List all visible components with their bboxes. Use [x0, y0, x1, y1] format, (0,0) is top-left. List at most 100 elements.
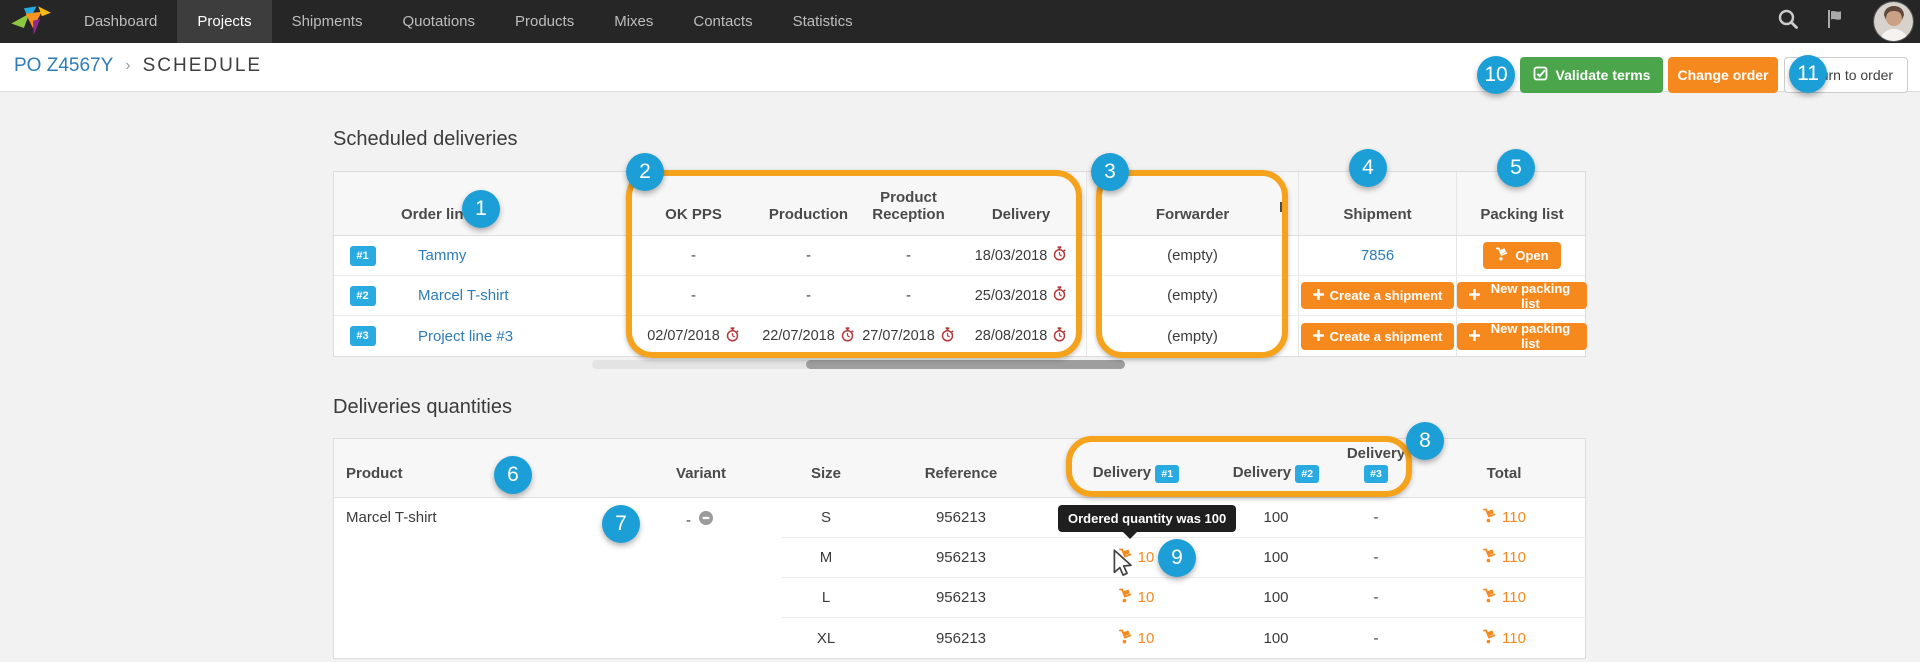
total-quantity: 110 — [1482, 508, 1526, 527]
open-packing-list-label: Open — [1515, 248, 1548, 263]
new-packing-list-button[interactable]: New packing list — [1457, 323, 1587, 350]
scheduled-deliveries-title: Scheduled deliveries — [333, 128, 518, 151]
table-row: #2 Marcel T-shirt - - - 25/03/2018 (empt… — [334, 276, 1585, 316]
order-line-number-tag: #1 — [334, 246, 391, 266]
nav-item-shipments[interactable]: Shipments — [272, 0, 383, 43]
user-avatar[interactable] — [1873, 1, 1914, 42]
nav-item-products[interactable]: Products — [495, 0, 594, 43]
product-cell: Marcel T-shirt - — [334, 498, 781, 658]
hand-truck-icon — [1118, 629, 1133, 648]
order-line-link[interactable]: Project line #3 — [418, 328, 513, 345]
flag-icon[interactable] — [1825, 8, 1847, 35]
col-spacer — [334, 223, 391, 235]
reference-value: 956213 — [871, 589, 1051, 606]
nav-item-dashboard[interactable]: Dashboard — [64, 0, 177, 43]
col-header-production: Production — [756, 206, 861, 235]
annotation-badge-2: 2 — [626, 153, 664, 191]
production-value: - — [756, 247, 861, 264]
app-logo[interactable] — [0, 0, 64, 43]
delivery-date: 18/03/2018 — [975, 246, 1068, 265]
alarm-clock-icon — [725, 327, 740, 346]
nav-item-statistics[interactable]: Statistics — [773, 0, 873, 43]
check-square-icon — [1533, 66, 1548, 84]
col-header-total: Total — [1421, 465, 1587, 497]
delivery-3-quantity: - — [1331, 549, 1421, 566]
col-header-size: Size — [781, 465, 871, 497]
size-value: XL — [781, 630, 871, 647]
open-packing-list-button[interactable]: Open — [1483, 242, 1560, 269]
col-header-product-reception: Product Reception — [861, 189, 956, 236]
alarm-clock-icon — [1052, 327, 1067, 346]
delivery-2-quantity: 100 — [1221, 549, 1331, 566]
create-shipment-label: Create a shipment — [1330, 288, 1443, 303]
mouse-cursor — [1108, 549, 1138, 586]
horizontal-scrollbar-thumb[interactable] — [806, 360, 1125, 369]
tooltip-arrow — [1122, 531, 1138, 539]
col-header-delivery-1: Delivery #1 — [1051, 464, 1221, 497]
reference-value: 956213 — [871, 509, 1051, 526]
plus-icon — [1313, 288, 1324, 303]
breadcrumb-po-link[interactable]: PO Z4567Y — [14, 55, 113, 77]
order-line-link[interactable]: Tammy — [418, 247, 466, 264]
ok-pps-date: 02/07/2018 — [647, 327, 740, 346]
scheduled-table-header: Order line OK PPS Production Product Rec… — [334, 172, 1585, 236]
delivery-3-quantity: - — [1331, 630, 1421, 647]
breadcrumb: PO Z4567Y › SCHEDULE — [14, 55, 262, 77]
col-header-product: Product — [334, 465, 621, 497]
annotation-badge-1: 1 — [462, 190, 500, 228]
nav-item-quotations[interactable]: Quotations — [382, 0, 495, 43]
quantity-row: L 956213 10 100 - 110 — [781, 578, 1587, 618]
annotation-badge-9: 9 — [1158, 539, 1196, 577]
annotation-badge-6: 6 — [494, 456, 532, 494]
ok-pps-value: - — [631, 247, 756, 264]
search-icon[interactable] — [1777, 8, 1799, 35]
col-header-delivery-3: Delivery#3 — [1331, 445, 1421, 497]
create-shipment-label: Create a shipment — [1330, 329, 1443, 344]
hand-truck-icon — [1482, 629, 1497, 648]
total-quantity: 110 — [1482, 629, 1526, 648]
nav-item-contacts[interactable]: Contacts — [673, 0, 772, 43]
new-packing-list-button[interactable]: New packing list — [1457, 282, 1587, 309]
total-quantity: 110 — [1482, 548, 1526, 567]
size-value: S — [781, 509, 871, 526]
order-line-link[interactable]: Marcel T-shirt — [418, 287, 509, 304]
annotation-badge-8: 8 — [1406, 422, 1444, 460]
validate-terms-button[interactable]: Validate terms — [1520, 57, 1663, 93]
col-header-delivery-2: Delivery #2 — [1221, 464, 1331, 497]
delivery-1-quantity: 10 — [1118, 629, 1155, 648]
scheduled-deliveries-table: Order line OK PPS Production Product Rec… — [333, 171, 1586, 357]
plus-icon — [1313, 329, 1324, 344]
forwarder-value: (empty) — [1086, 316, 1298, 356]
col-header-variant: Variant — [621, 465, 781, 497]
nav-item-projects[interactable]: Projects — [177, 0, 271, 43]
alarm-clock-icon — [940, 327, 955, 346]
plus-icon — [1469, 329, 1480, 344]
product-name: Marcel T-shirt — [346, 509, 437, 526]
hand-truck-icon — [1482, 588, 1497, 607]
production-value: - — [756, 287, 861, 304]
breadcrumb-bar: PO Z4567Y › SCHEDULE Validate terms Chan… — [0, 43, 1920, 92]
create-shipment-button[interactable]: Create a shipment — [1301, 282, 1455, 309]
shipment-link[interactable]: 7856 — [1361, 247, 1394, 264]
col-header-order-line: Order line — [391, 206, 631, 235]
quantity-tooltip: Ordered quantity was 100 — [1058, 505, 1236, 532]
create-shipment-button[interactable]: Create a shipment — [1301, 323, 1455, 350]
reference-value: 956213 — [871, 630, 1051, 647]
horizontal-scrollbar-track[interactable] — [592, 360, 1125, 369]
delivery-1-quantity: 10 — [1118, 588, 1155, 607]
order-line-number-tag: #2 — [334, 286, 391, 306]
nav-item-mixes[interactable]: Mixes — [594, 0, 673, 43]
size-value: L — [781, 589, 871, 606]
change-order-button[interactable]: Change order — [1668, 57, 1778, 93]
delivery-3-quantity: - — [1331, 509, 1421, 526]
delivery-3-quantity: - — [1331, 589, 1421, 606]
size-value: M — [781, 549, 871, 566]
forwarder-value: (empty) — [1086, 276, 1298, 315]
col-header-reference: Reference — [871, 465, 1051, 497]
delivery-2-quantity: 100 — [1221, 630, 1331, 647]
table-row: #1 Tammy - - - 18/03/2018 (empty) 7856 O… — [334, 236, 1585, 276]
change-order-label: Change order — [1677, 67, 1768, 83]
delivery-date: 28/08/2018 — [975, 327, 1068, 346]
ok-pps-value: - — [631, 287, 756, 304]
forwarder-value: (empty) — [1086, 236, 1298, 275]
